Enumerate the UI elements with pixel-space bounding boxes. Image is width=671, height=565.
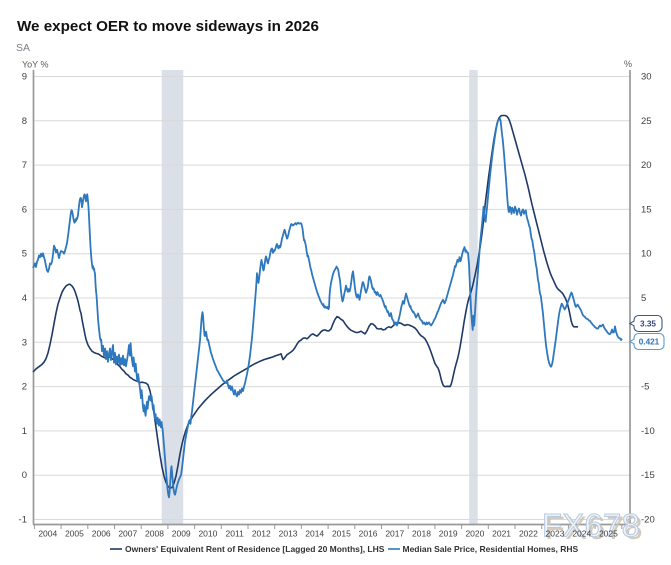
svg-text:2014: 2014 (305, 529, 324, 539)
svg-text:30: 30 (641, 72, 652, 83)
svg-text:2011: 2011 (226, 529, 245, 539)
svg-text:We expect OER to move sideways: We expect OER to move sideways in 2026 (17, 18, 319, 35)
svg-text:-10: -10 (641, 426, 655, 437)
svg-text:2019: 2019 (439, 529, 458, 539)
svg-text:4: 4 (22, 293, 27, 304)
svg-text:2018: 2018 (412, 529, 431, 539)
svg-text:7: 7 (22, 160, 27, 171)
svg-text:-1: -1 (19, 515, 27, 526)
svg-text:10: 10 (641, 249, 652, 260)
svg-text:2021: 2021 (492, 529, 511, 539)
svg-text:6: 6 (22, 204, 27, 215)
svg-text:SA: SA (16, 42, 30, 54)
svg-text:2: 2 (22, 382, 27, 393)
svg-text:15: 15 (641, 204, 652, 215)
svg-text:%: % (624, 59, 632, 69)
svg-text:2005: 2005 (65, 529, 84, 539)
svg-text:0.421: 0.421 (639, 337, 660, 346)
svg-text:2006: 2006 (92, 529, 111, 539)
svg-text:2015: 2015 (332, 529, 351, 539)
svg-text:-5: -5 (641, 382, 649, 393)
svg-text:YoY %: YoY % (22, 60, 49, 70)
svg-text:3: 3 (22, 337, 27, 348)
svg-text:FX678: FX678 (542, 508, 640, 544)
svg-text:2020: 2020 (465, 529, 484, 539)
svg-text:2023: 2023 (546, 529, 565, 539)
svg-text:2008: 2008 (145, 529, 164, 539)
svg-text:2016: 2016 (359, 529, 378, 539)
svg-text:20: 20 (641, 160, 652, 171)
svg-text:5: 5 (22, 249, 27, 260)
svg-text:2024: 2024 (572, 529, 591, 539)
svg-text:2017: 2017 (385, 529, 404, 539)
svg-text:2012: 2012 (252, 529, 271, 539)
svg-text:5: 5 (641, 293, 646, 304)
svg-text:Owners' Equivalent Rent of Res: Owners' Equivalent Rent of Residence [La… (125, 544, 385, 554)
svg-text:1: 1 (22, 426, 27, 437)
svg-text:2022: 2022 (519, 529, 538, 539)
svg-text:8: 8 (22, 116, 27, 127)
svg-text:2007: 2007 (118, 529, 137, 539)
svg-text:2013: 2013 (279, 529, 298, 539)
svg-text:Median Sale Price, Residential: Median Sale Price, Residential Homes, RH… (403, 544, 579, 554)
svg-text:2009: 2009 (172, 529, 191, 539)
svg-text:FX678: FX678 (545, 510, 643, 546)
svg-text:2010: 2010 (198, 529, 217, 539)
svg-text:25: 25 (641, 116, 652, 127)
svg-text:2025: 2025 (599, 529, 618, 539)
svg-text:-20: -20 (641, 515, 655, 526)
svg-text:0: 0 (22, 470, 27, 481)
svg-text:2004: 2004 (38, 529, 57, 539)
svg-text:3.35: 3.35 (640, 319, 656, 328)
svg-text:-15: -15 (641, 470, 655, 481)
svg-text:9: 9 (22, 72, 27, 83)
